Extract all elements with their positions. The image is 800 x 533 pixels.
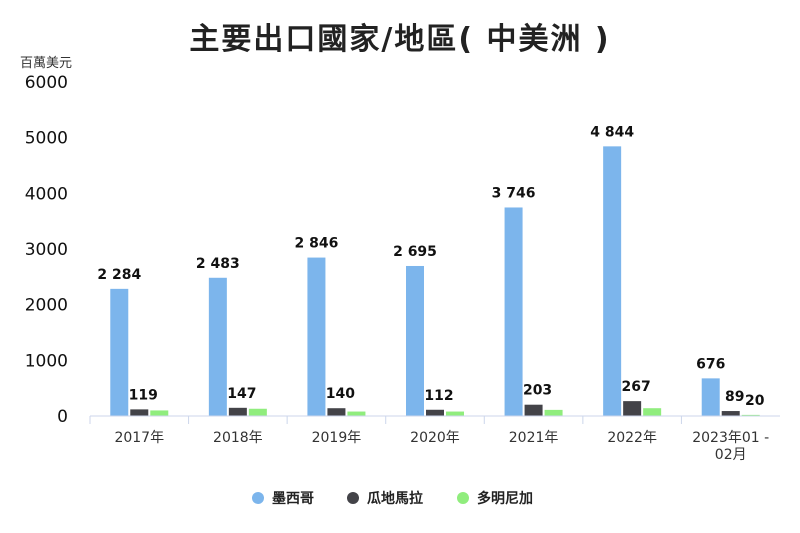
- data-label: 112: [424, 388, 453, 404]
- data-label: 147: [227, 386, 256, 402]
- data-label: 89: [725, 389, 744, 405]
- bar: [248, 408, 267, 416]
- bars: [110, 146, 760, 417]
- bar: [208, 277, 227, 416]
- x-category-label: 02月: [715, 447, 747, 463]
- x-category-label: 2021年: [509, 430, 559, 446]
- legend-marker: [252, 492, 264, 504]
- x-category-label: 2019年: [312, 430, 362, 446]
- data-label: 2 483: [196, 256, 240, 272]
- bar: [228, 407, 247, 416]
- bar: [110, 288, 129, 416]
- y-tick-label: 3000: [25, 240, 68, 260]
- y-tick-label: 1000: [25, 351, 68, 371]
- y-tick-label: 4000: [25, 184, 68, 204]
- y-tick-label: 2000: [25, 296, 68, 316]
- data-label: 2 695: [393, 244, 437, 260]
- data-label: 676: [696, 356, 725, 372]
- y-axis: 0 1000 2000 3000 4000 5000 6000: [25, 73, 68, 427]
- bar: [741, 414, 760, 416]
- bar: [426, 409, 444, 416]
- bar: [643, 408, 662, 416]
- bar: [406, 265, 424, 416]
- x-category-label: 2018年: [213, 430, 263, 446]
- data-label: 20: [745, 393, 765, 409]
- legend-marker: [347, 492, 359, 504]
- bar: [504, 207, 523, 416]
- data-label: 4 844: [590, 124, 634, 140]
- legend-item-label: 墨西哥: [272, 491, 314, 507]
- data-label: 119: [129, 387, 158, 403]
- bar: [701, 378, 720, 416]
- bar: [524, 404, 543, 416]
- bar: [347, 411, 366, 416]
- data-labels: 2 284 119 2 483 147 2 846 140 2 695 112 3 746 203…: [97, 124, 764, 409]
- chart-title: 主要出口國家/地區( 中美洲 ): [189, 22, 611, 57]
- x-category-label: 2017年: [114, 430, 164, 446]
- data-label: 203: [523, 383, 552, 399]
- legend[interactable]: 墨西哥 瓜地馬拉 多明尼加: [252, 490, 533, 507]
- bar: [446, 411, 464, 416]
- y-tick-label: 0: [57, 407, 68, 427]
- legend-item-label: 多明尼加: [477, 490, 533, 507]
- bar: [544, 409, 563, 416]
- legend-item-label: 瓜地馬拉: [367, 490, 423, 507]
- bar: [150, 410, 169, 416]
- x-category-label: 2020年: [410, 430, 460, 446]
- bar: [130, 409, 149, 416]
- bar: [307, 257, 326, 416]
- x-axis: 2017年 2018年 2019年 2020年 2021年 2022年 2023年01 -0…: [89, 415, 780, 463]
- bar: [721, 411, 740, 416]
- legend-marker: [457, 492, 469, 504]
- y-tick-label: 5000: [25, 129, 68, 149]
- data-label: 140: [326, 386, 355, 402]
- data-label: 267: [622, 379, 651, 395]
- bar: [603, 146, 622, 417]
- bar: [623, 401, 642, 416]
- data-label: 2 284: [97, 267, 141, 283]
- x-category-label: 2022年: [607, 430, 657, 446]
- y-tick-label: 6000: [25, 73, 68, 93]
- x-category-label: 2023年01 -: [692, 430, 769, 446]
- y-axis-unit-label: 百萬美元: [20, 56, 73, 71]
- data-label: 3 746: [492, 185, 536, 201]
- data-label: 2 846: [295, 236, 339, 252]
- bar: [327, 408, 346, 416]
